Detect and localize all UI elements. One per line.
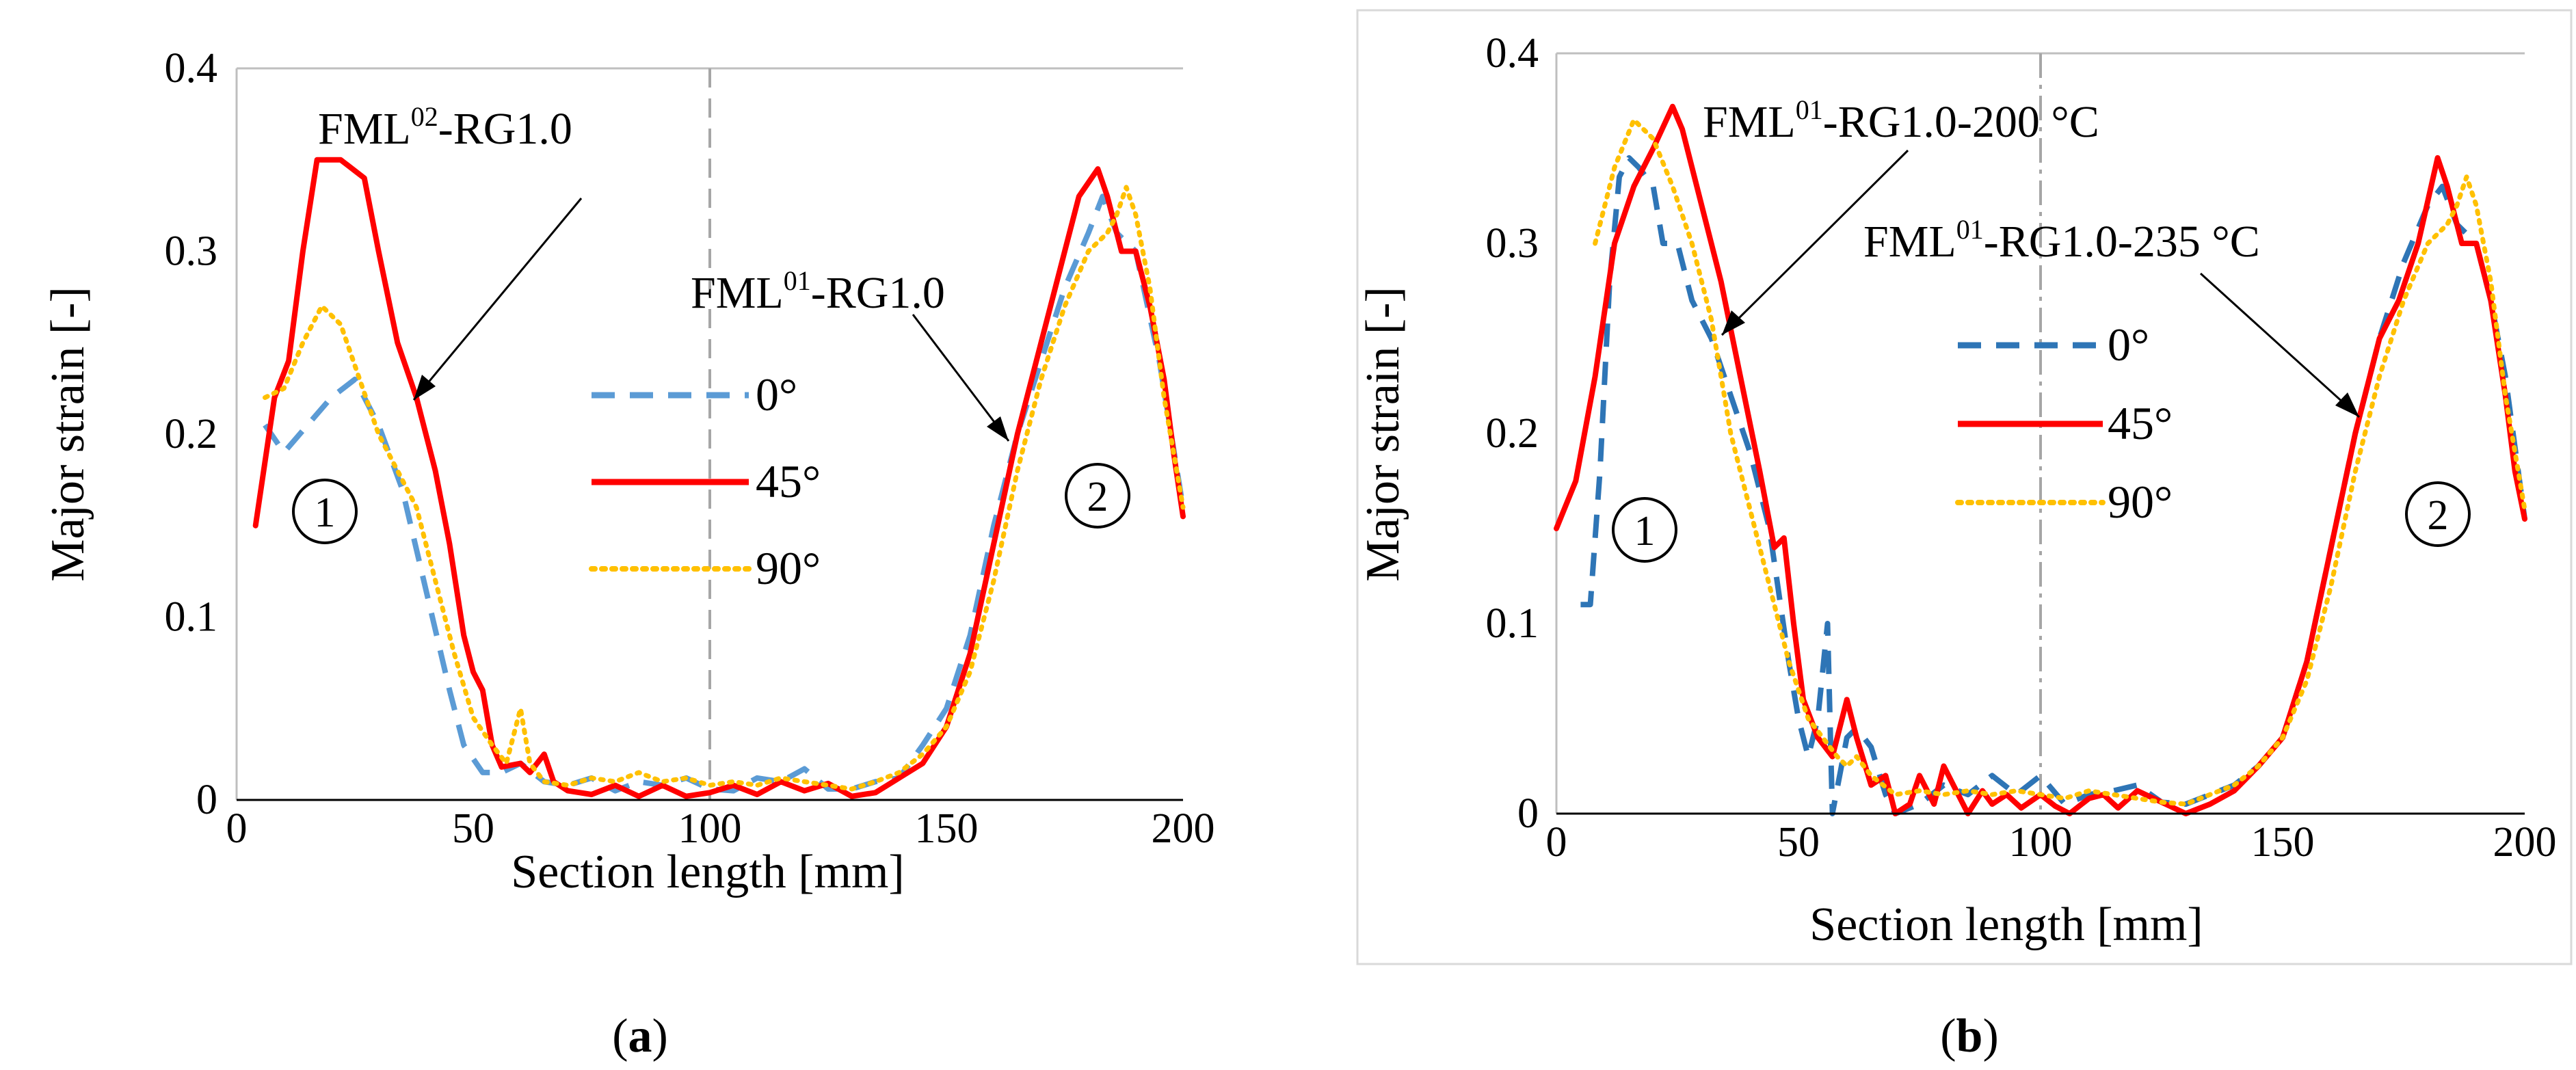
panel-a-x-tick-label: 100 [678,805,742,852]
panel-b-x-tick-label: 100 [2009,819,2073,866]
panel-b-x-axis-label: Section length [mm] [1809,898,2203,951]
panel-b-y-tick-label: 0 [1517,790,1539,837]
panel-a-y-tick-label: 0 [196,777,217,823]
panel-a-legend-label-90deg: 90° [756,542,821,594]
panel-b-region-2-marker [2405,481,2471,547]
panel-a-region-2-label: 2 [1087,474,1108,520]
panel-a-annotation-fml02: FML02-RG1.0 [318,101,572,154]
panel-b-x-tick-label: 200 [2493,819,2557,866]
panel-b-series-90deg [1593,117,2527,807]
panel-b-caption: (b) [1940,1010,1999,1062]
panel-b-annotation-235c-arrowhead [2335,392,2359,417]
panel-b-legend-label-45deg: 45° [2108,397,2173,449]
panel-a-annotation-fml01: FML01-RG1.0 [691,265,945,318]
panel-a-annotation-fml02-arrowhead [414,375,436,400]
panel-a-caption: (a) [612,1010,668,1062]
panel-b-y-tick-label: 0.4 [1486,30,1539,77]
panel-b-x-tick-label: 50 [1777,819,1820,866]
panel-a-x-tick-label: 200 [1152,805,1215,852]
panel-b-region-2-label: 2 [2428,492,2449,539]
panel-b-y-tick-label: 0.1 [1486,600,1539,647]
panel-a-series-90deg [263,185,1186,792]
panel-b-annotation-200c-arrowhead [1722,310,1745,335]
panel-a-x-tick-label: 50 [452,805,494,852]
panel-a-legend-label-0deg: 0° [756,369,797,420]
panel-a-series-45deg [252,157,1186,799]
panel-b-chart-frame [1356,9,2573,965]
panel-a-annotation-fml01-arrowhead [987,416,1009,441]
panel-b-x-tick-label: 0 [1546,819,1567,866]
panel-a-y-tick-label: 0.4 [165,45,218,92]
panel-b-region-1-label: 1 [1634,508,1656,554]
panel-b-y-tick-label: 0.2 [1486,410,1539,457]
panel-a-annotation-fml01-arrow [912,314,1010,442]
panel-a-y-tick-label: 0.1 [165,594,218,641]
panel-a-y-tick-label: 0.2 [165,411,218,457]
panel-b-x-tick-label: 150 [2251,819,2315,866]
panel-a-legend: 0° 45° 90° [589,369,821,594]
panel-a-legend-label-45deg: 45° [756,455,821,507]
panel-b-legend: 0° 45° 90° [1955,319,2173,528]
panel-b: 0 0.1 0.2 0.3 0.4 0 50 100 150 200 Major strain … [1356,9,2573,1062]
panel-a-x-axis-label: Section length [mm] [511,846,904,898]
panel-a-region-1-label: 1 [315,490,336,536]
panel-a-region-2-marker [1065,463,1130,529]
panel-b-legend-label-0deg: 0° [2108,319,2149,371]
panel-a-y-axis-label: Major strain [-] [42,286,94,582]
panel-a-region-1-marker [292,479,358,544]
panel-a: 0 0.1 0.2 0.3 0.4 0 50 100 150 200 Major strain … [42,45,1215,1062]
panel-b-annotation-235c-arrow [2199,272,2361,418]
panel-a-x-tick-label: 150 [915,805,979,852]
panel-b-y-tick-label: 0.3 [1486,220,1539,267]
panel-b-legend-label-90deg: 90° [2108,476,2173,528]
panel-b-region-1-marker [1612,497,1677,563]
panel-b-annotation-200c-arrow [1721,149,1909,336]
panel-b-annotation-235c: FML01-RG1.0-235 °C [1863,214,2260,267]
panel-a-y-tick-label: 0.3 [165,228,218,275]
panel-a-x-tick-label: 0 [226,805,248,852]
panel-b-series-45deg [1554,103,2527,816]
panel-a-annotation-fml02-arrow [412,198,583,401]
panel-b-annotation-200c: FML01-RG1.0-200 °C [1703,94,2099,147]
panel-b-y-axis-label: Major strain [-] [1357,286,1409,582]
